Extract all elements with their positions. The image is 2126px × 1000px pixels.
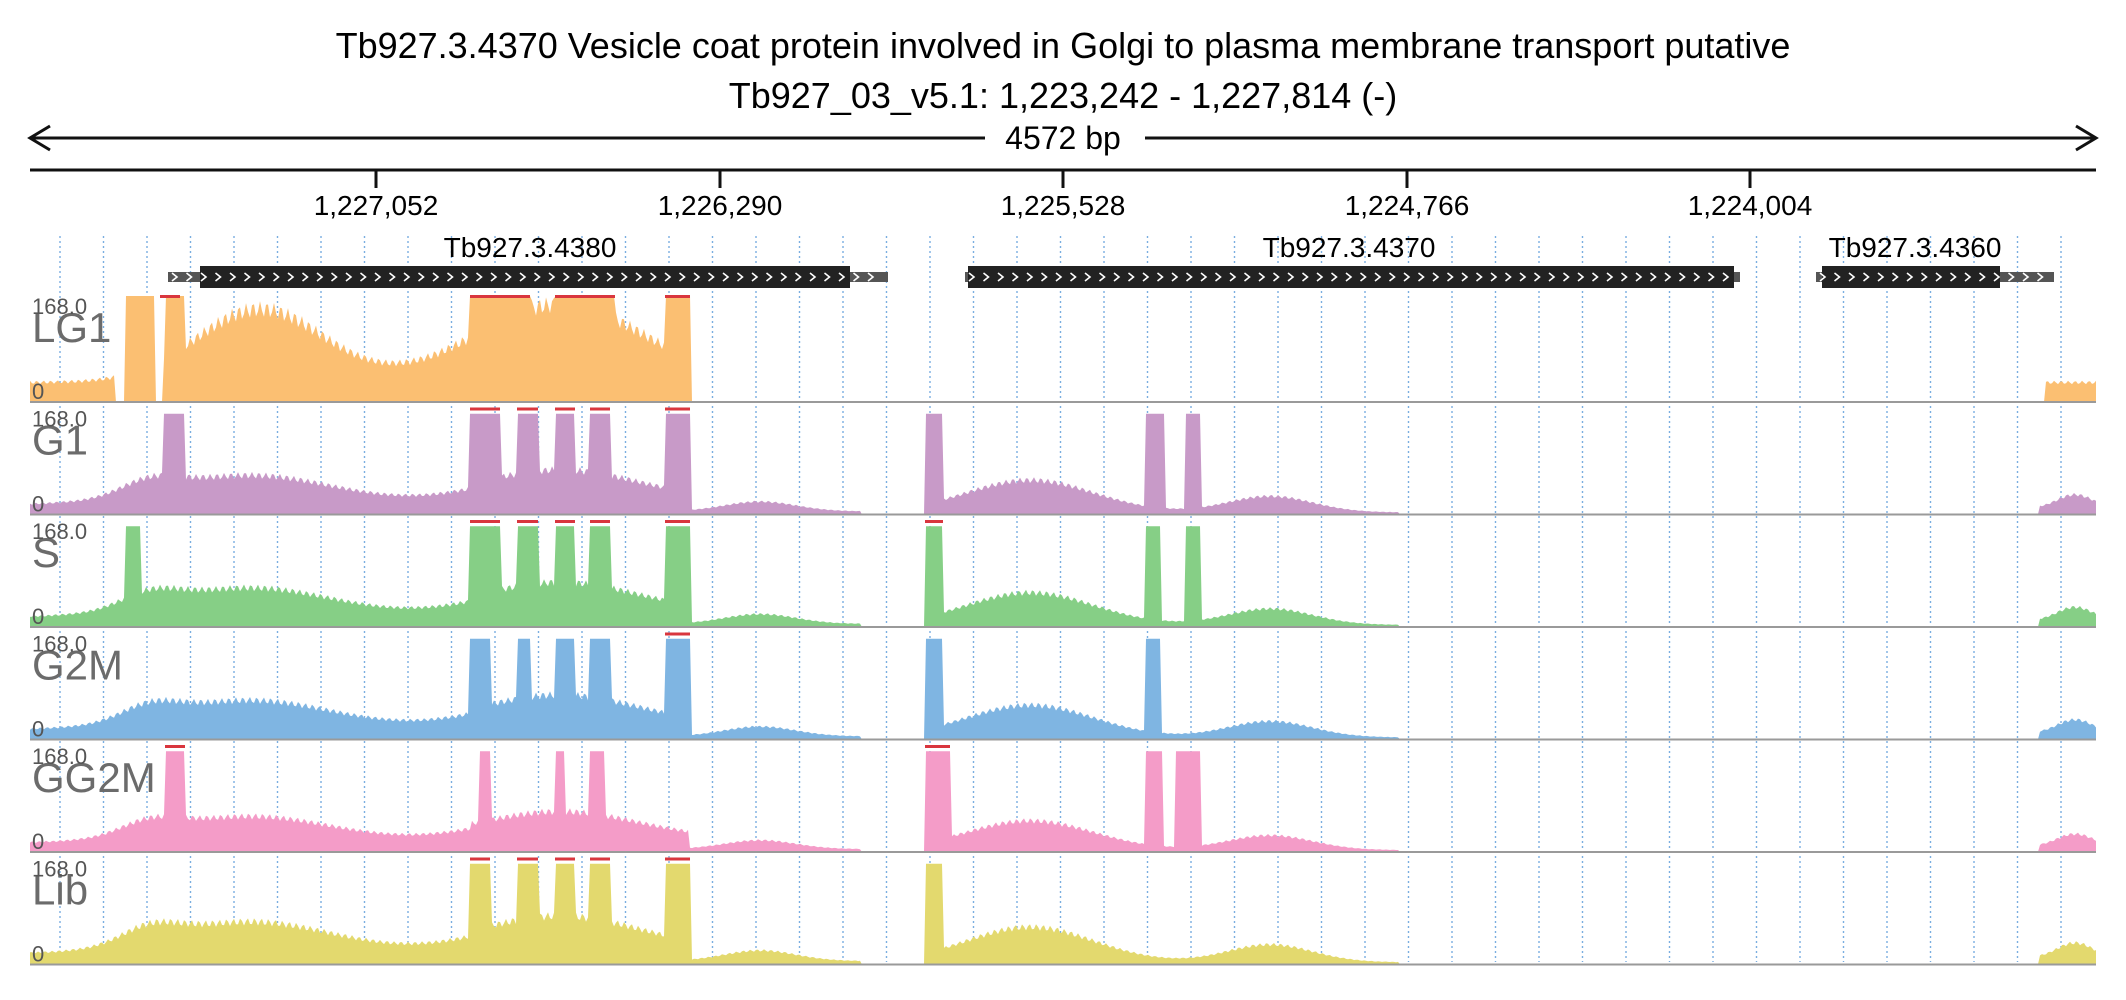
coverage-track-lib: Lib 168.0 0 (30, 857, 2096, 967)
clip-marker (517, 857, 538, 861)
gene-label: Tb927.3.4380 (444, 232, 617, 263)
coordinate-ruler: 1,227,052 1,226,290 1,225,528 1,224,766 … (30, 168, 2096, 221)
gene-feature-tb927-3-4370[interactable]: Tb927.3.4370 (965, 232, 1740, 288)
ruler-tick-label: 1,226,290 (658, 190, 783, 221)
track-max-label: 168.0 (32, 294, 87, 319)
feature-title: Tb927.3.4370 Vesicle coat protein involv… (336, 25, 1791, 66)
coverage-area (30, 296, 2096, 402)
strand-arrows (1819, 272, 2044, 282)
clip-markers (470, 857, 690, 861)
coverage-area (30, 751, 2096, 852)
clip-markers (165, 745, 950, 748)
track-min-label: 0 (32, 717, 44, 742)
gene-feature-tb927-3-4380[interactable]: Tb927.3.4380 (168, 232, 888, 288)
clip-marker (590, 407, 610, 411)
track-min-label: 0 (32, 942, 44, 967)
track-min-label: 0 (32, 604, 44, 629)
track-label: G2M (32, 642, 123, 689)
clip-marker (665, 632, 690, 636)
track-label: S (32, 529, 60, 576)
clip-markers (160, 295, 690, 298)
coverage-track-gg2m: GG2M 168.0 0 (30, 744, 2096, 854)
clip-marker (470, 295, 500, 298)
track-label: LG1 (32, 304, 111, 351)
clip-marker (590, 520, 610, 523)
coverage-area (30, 638, 2096, 740)
clip-marker (925, 520, 943, 523)
ruler-tick-label: 1,227,052 (314, 190, 439, 221)
clip-marker (555, 857, 575, 861)
clip-marker (470, 520, 500, 523)
clip-markers (470, 520, 943, 523)
clip-marker (665, 520, 690, 523)
coverage-track-g2m: G2M 168.0 0 (30, 632, 2096, 742)
clip-marker (160, 295, 180, 298)
track-max-label: 168.0 (32, 632, 87, 657)
coverage-area (30, 413, 2096, 515)
track-label: G1 (32, 417, 88, 464)
gene-track: Tb927.3.4380 Tb927.3.4370 Tb927.3.4360 (168, 232, 2054, 288)
ruler-tick-2: 1,226,290 (658, 170, 783, 221)
clip-marker (665, 295, 690, 298)
coverage-area (30, 863, 2096, 965)
strand-arrows (968, 272, 1730, 282)
clip-marker (665, 407, 690, 411)
locus-coordinates: Tb927_03_v5.1: 1,223,242 - 1,227,814 (-) (729, 75, 1397, 116)
ruler-tick-label: 1,224,766 (1345, 190, 1470, 221)
coverage-area (30, 526, 2096, 627)
clip-marker (925, 745, 950, 748)
track-label: GG2M (32, 754, 156, 801)
track-max-label: 168.0 (32, 744, 87, 769)
clip-marker (555, 520, 575, 523)
ruler-tick-3: 1,225,528 (1001, 170, 1126, 221)
coverage-track-g1: G1 168.0 0 (30, 407, 2096, 517)
clip-marker (555, 407, 575, 411)
gene-label: Tb927.3.4370 (1263, 232, 1436, 263)
track-max-label: 168.0 (32, 857, 87, 882)
ruler-tick-label: 1,224,004 (1688, 190, 1813, 221)
clip-marker (517, 520, 538, 523)
clip-marker (470, 407, 500, 411)
coverage-track-s: S 168.0 0 (30, 519, 2096, 629)
ruler-tick-1: 1,227,052 (314, 170, 439, 221)
track-max-label: 168.0 (32, 519, 87, 544)
clip-marker (555, 295, 615, 298)
clip-marker (470, 857, 490, 861)
gene-feature-tb927-3-4360[interactable]: Tb927.3.4360 (1816, 232, 2054, 288)
clip-marker (165, 745, 185, 748)
strand-arrows (171, 272, 875, 282)
track-min-label: 0 (32, 379, 44, 404)
clip-markers (470, 407, 690, 411)
ruler-tick-5: 1,224,004 (1688, 170, 1813, 221)
clip-marker (517, 407, 538, 411)
span-arrow (27, 124, 2099, 152)
track-min-label: 0 (32, 492, 44, 517)
coverage-track-lg1: LG1 168.0 0 (30, 294, 2096, 404)
ruler-tick-label: 1,225,528 (1001, 190, 1126, 221)
clip-marker (590, 857, 610, 861)
track-min-label: 0 (32, 829, 44, 854)
span-length-label: 4572 bp (1005, 120, 1121, 156)
ruler-tick-4: 1,224,766 (1345, 170, 1470, 221)
clip-markers (665, 632, 690, 636)
gene-label: Tb927.3.4360 (1829, 232, 2002, 263)
track-label: Lib (32, 867, 88, 914)
clip-marker (500, 295, 530, 298)
clip-marker (665, 857, 690, 861)
track-max-label: 168.0 (32, 407, 87, 432)
